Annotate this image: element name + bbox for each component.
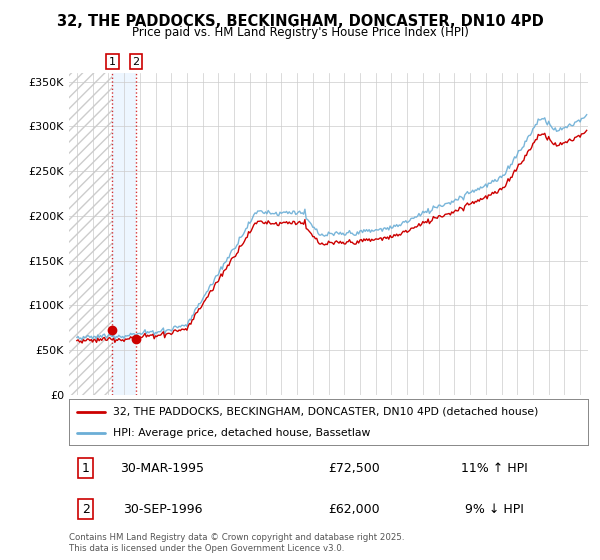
Text: 1: 1 [82, 461, 89, 475]
Text: 30-MAR-1995: 30-MAR-1995 [121, 461, 205, 475]
Text: 11% ↑ HPI: 11% ↑ HPI [461, 461, 528, 475]
Text: 32, THE PADDOCKS, BECKINGHAM, DONCASTER, DN10 4PD: 32, THE PADDOCKS, BECKINGHAM, DONCASTER,… [56, 14, 544, 29]
Text: £72,500: £72,500 [329, 461, 380, 475]
Bar [69, 73, 112, 395]
Text: HPI: Average price, detached house, Bassetlaw: HPI: Average price, detached house, Bass… [113, 428, 370, 438]
Text: 30-SEP-1996: 30-SEP-1996 [122, 502, 202, 516]
Text: Price paid vs. HM Land Registry's House Price Index (HPI): Price paid vs. HM Land Registry's House … [131, 26, 469, 39]
Text: 2: 2 [132, 57, 139, 67]
Text: 9% ↓ HPI: 9% ↓ HPI [465, 502, 524, 516]
Bar [69, 73, 112, 395]
Text: £62,000: £62,000 [329, 502, 380, 516]
Text: Contains HM Land Registry data © Crown copyright and database right 2025.
This d: Contains HM Land Registry data © Crown c… [69, 533, 404, 553]
Bar [112, 73, 136, 395]
Text: 2: 2 [82, 502, 89, 516]
Text: 32, THE PADDOCKS, BECKINGHAM, DONCASTER, DN10 4PD (detached house): 32, THE PADDOCKS, BECKINGHAM, DONCASTER,… [113, 407, 538, 417]
Text: 1: 1 [109, 57, 116, 67]
